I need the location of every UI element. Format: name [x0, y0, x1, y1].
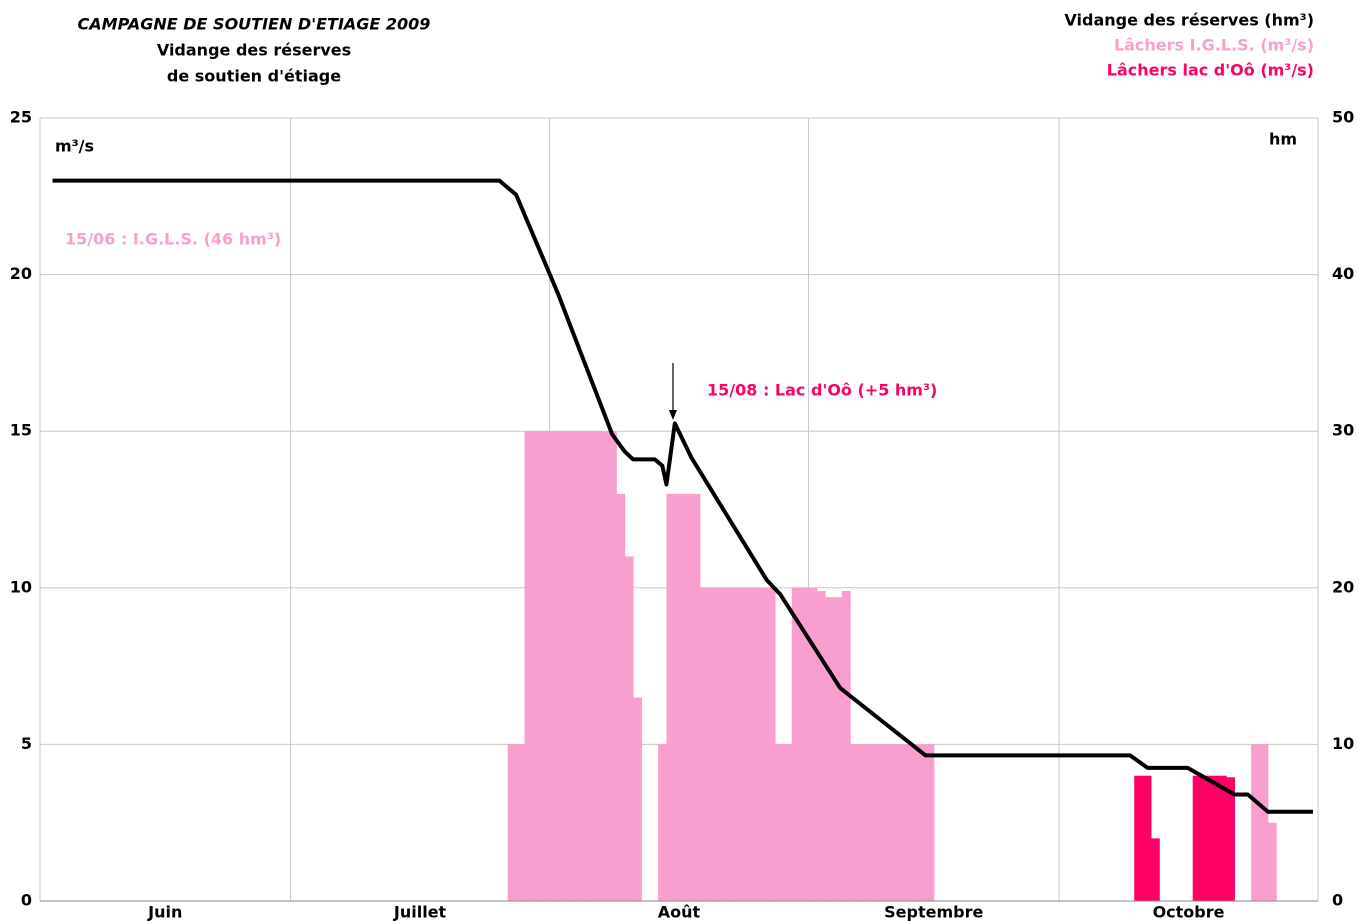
chart-subtitle: Vidange des réserves: [157, 41, 351, 60]
x-tick-label: Septembre: [884, 903, 983, 921]
bar: [1217, 775, 1227, 901]
y-tick-label: 10: [10, 577, 32, 596]
bar: [750, 587, 759, 901]
bar: [808, 587, 818, 901]
legend-entry: Lâchers I.G.L.S. (m³/s): [1114, 36, 1314, 55]
y2-tick-label: 0: [1332, 891, 1343, 910]
bar: [858, 744, 868, 901]
legend-entry: Vidange des réserves (hm³): [1064, 11, 1314, 30]
bar: [691, 493, 701, 901]
bar: [741, 587, 751, 901]
bar: [507, 744, 517, 901]
bar: [1226, 777, 1235, 901]
y-tick-label: 5: [21, 734, 32, 753]
bar: [591, 431, 601, 901]
bar: [674, 493, 684, 901]
bar: [557, 431, 567, 901]
bar: [766, 587, 776, 901]
chart-subtitle: de soutien d'étiage: [167, 67, 341, 86]
bar: [724, 587, 734, 901]
bar: [624, 556, 634, 901]
bar: [800, 587, 809, 901]
bar: [608, 431, 617, 901]
x-tick-label: Juillet: [393, 903, 447, 921]
bar: [925, 744, 935, 901]
line: [52, 178, 1313, 814]
bar: [716, 587, 726, 901]
bar: [783, 744, 793, 901]
x-tick-label: Août: [658, 903, 701, 921]
bar: [816, 590, 826, 901]
chart-title: CAMPAGNE DE SOUTIEN D'ETIAGE 2009: [78, 15, 431, 34]
bar: [733, 587, 743, 901]
y2-tick-label: 20: [1332, 577, 1354, 596]
bar: [875, 744, 885, 901]
bar: [532, 431, 542, 901]
annotation: 15/08 : Lac d'Oô (+5 hm³): [707, 381, 937, 400]
bar: [658, 744, 667, 901]
y-tick-label: 20: [10, 264, 32, 283]
bar: [841, 590, 851, 901]
bar: [1267, 822, 1277, 901]
bar: [1251, 744, 1261, 901]
y-tick-label: 15: [10, 421, 32, 440]
bar: [892, 744, 901, 901]
bar: [1134, 775, 1144, 901]
bar: [1209, 775, 1219, 901]
bar: [582, 431, 592, 901]
bar: [900, 744, 910, 901]
bar: [883, 744, 893, 901]
bar: [833, 597, 843, 901]
y2-tick-label: 30: [1332, 421, 1354, 440]
bar: [775, 744, 784, 901]
annotation-arrowhead: [669, 410, 677, 420]
y2-tick-label: 10: [1332, 734, 1354, 753]
legend-entry: Lâchers lac d'Oô (m³/s): [1107, 61, 1314, 80]
y2-tick-label: 40: [1332, 264, 1354, 283]
bar: [850, 744, 860, 901]
bar: [516, 744, 525, 901]
bar: [1192, 775, 1202, 901]
y-tick-label: 25: [10, 108, 32, 127]
bar: [599, 431, 609, 901]
y2-axis-label: hm: [1269, 130, 1297, 149]
bar: [758, 587, 768, 901]
bar: [524, 431, 534, 901]
bar: [708, 587, 718, 901]
annotation: 15/06 : I.G.L.S. (46 hm³): [65, 230, 281, 249]
bar: [866, 744, 876, 901]
y-tick-label: 0: [21, 891, 32, 910]
bar: [699, 587, 709, 901]
bar: [616, 493, 626, 901]
x-tick-label: Octobre: [1153, 903, 1225, 921]
y-axis-label: m³/s: [55, 137, 94, 156]
bar: [1259, 744, 1269, 901]
bar: [541, 431, 551, 901]
bar: [683, 493, 693, 901]
bar: [549, 431, 559, 901]
bar: [917, 744, 926, 901]
bar: [1142, 775, 1152, 901]
bar: [825, 597, 835, 901]
bar: [633, 697, 642, 901]
bar: [1150, 838, 1160, 901]
bar: [908, 744, 918, 901]
bar: [566, 431, 576, 901]
bar: [574, 431, 584, 901]
bar: [1201, 775, 1210, 901]
y2-tick-label: 50: [1332, 108, 1354, 127]
bar: [791, 587, 801, 901]
bar: [666, 493, 676, 901]
x-tick-label: Juin: [147, 903, 182, 921]
